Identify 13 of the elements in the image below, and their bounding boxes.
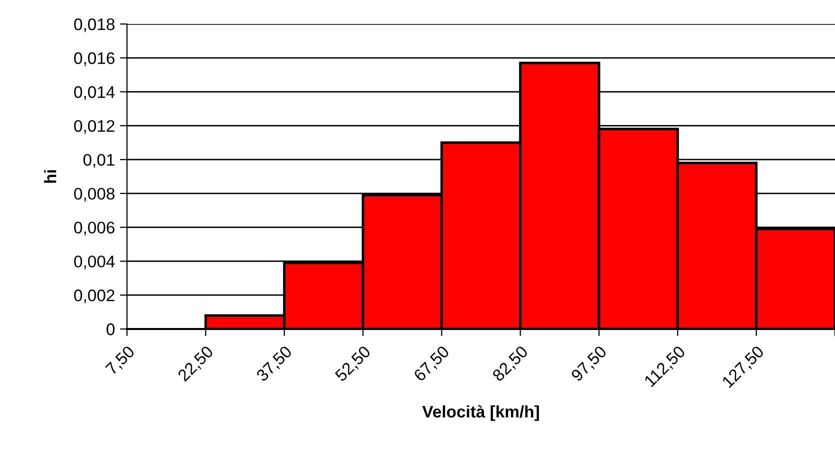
y-tick-label: 0 <box>106 323 115 336</box>
y-tick-label: 0,01 <box>83 154 114 168</box>
y-tick-label: 0,014 <box>74 86 115 100</box>
y-axis-title: hi <box>44 170 56 183</box>
y-tick-label: 0,018 <box>74 18 114 32</box>
y-tick-label: 0,016 <box>74 52 114 66</box>
y-tick-label: 0,006 <box>74 222 114 236</box>
y-tick-label: 0,008 <box>74 188 114 202</box>
y-tick-label: 0,004 <box>74 256 115 270</box>
y-tick-label: 0,012 <box>74 120 114 134</box>
x-axis-title: Velocità [km/h] <box>422 405 539 421</box>
y-tick-label: 0,002 <box>74 290 114 304</box>
x-tick-label: 7,50 <box>104 345 137 377</box>
